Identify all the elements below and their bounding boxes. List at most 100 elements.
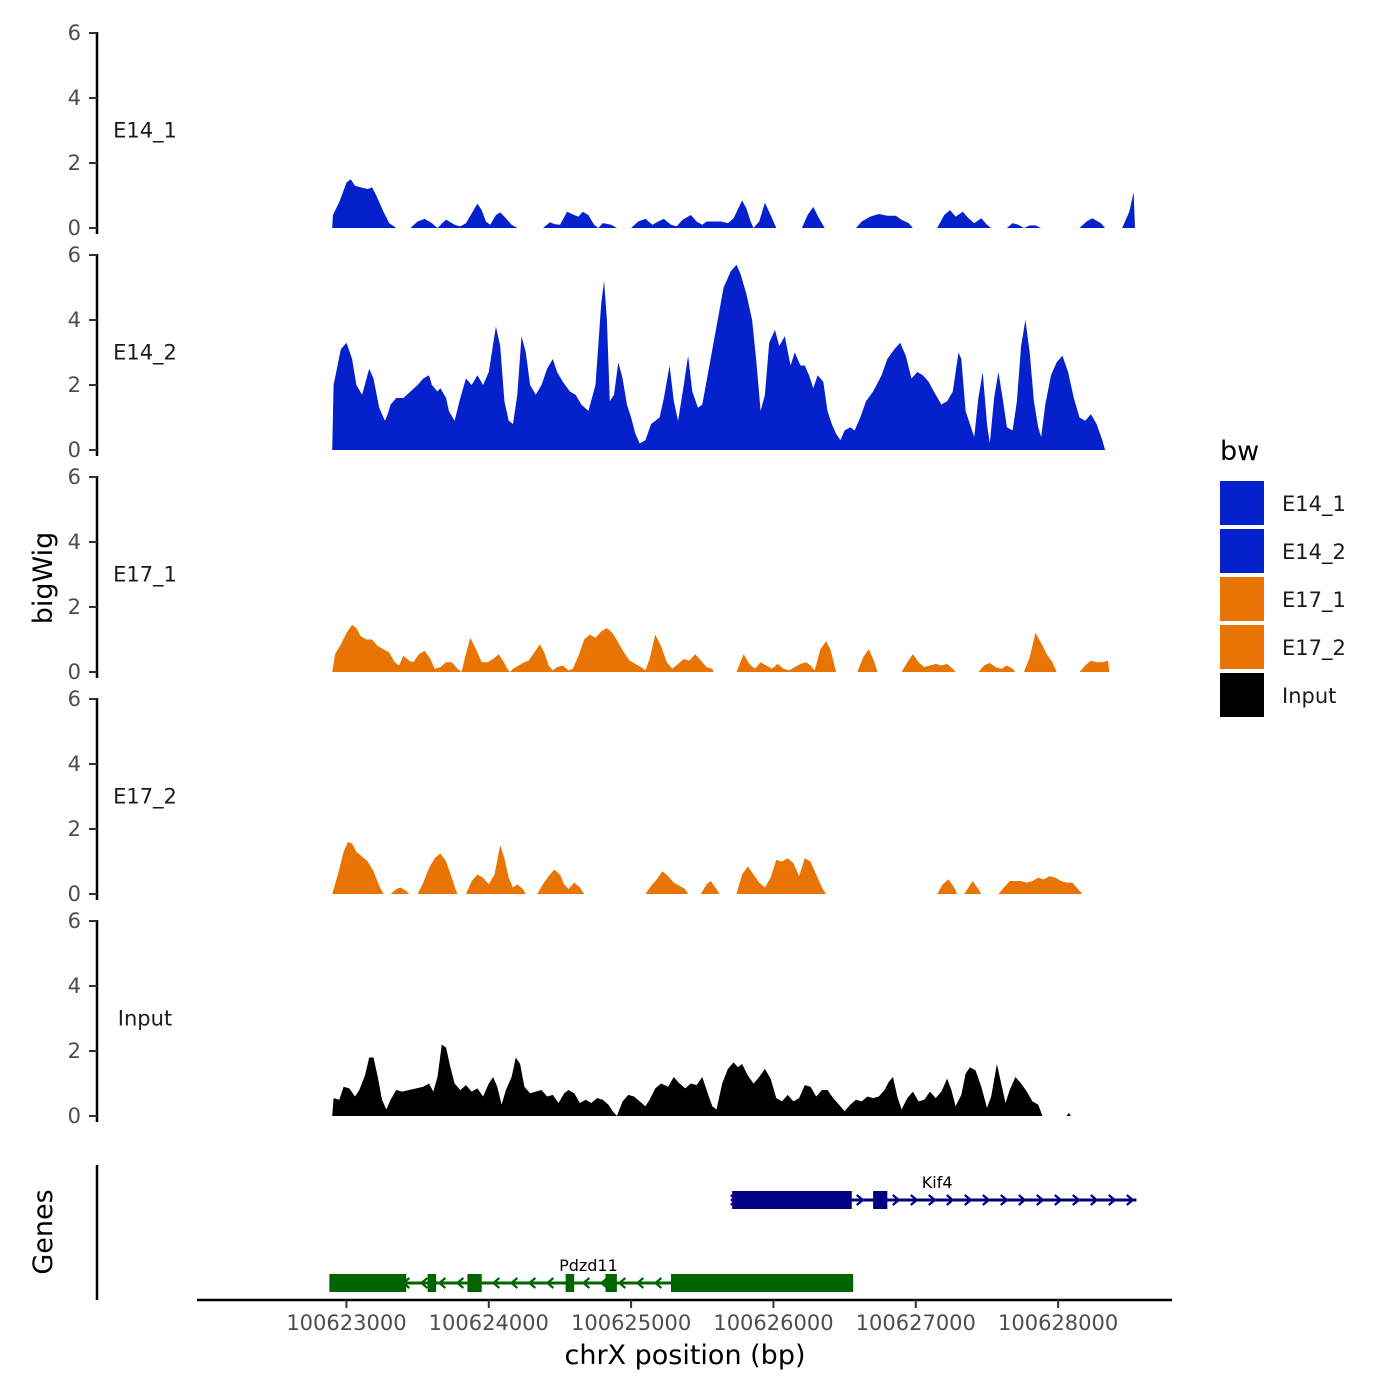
signal-area-e17_2 xyxy=(332,842,1083,894)
y-tick-label: 0 xyxy=(68,216,81,240)
track-input: 0 2 4 6 Input xyxy=(68,909,1071,1128)
legend-swatch xyxy=(1220,481,1264,525)
signal-area-e14_1 xyxy=(332,179,1135,228)
strand-arrow-icon xyxy=(1054,1194,1063,1206)
track-label: E17_2 xyxy=(113,785,177,810)
gene-exon xyxy=(427,1274,437,1292)
strand-arrow-icon xyxy=(419,1277,429,1289)
y-tick-label: 0 xyxy=(68,660,81,684)
y-tick-label: 6 xyxy=(68,687,81,711)
x-tick-label: 100623000 xyxy=(286,1311,406,1335)
track-label: E14_2 xyxy=(113,341,177,366)
y-tick-label: 0 xyxy=(68,438,81,462)
legend-label: E14_2 xyxy=(1282,540,1346,565)
strand-arrow-icon xyxy=(527,1277,537,1289)
gene-panel-title: Genes xyxy=(28,1189,59,1274)
track-label: Input xyxy=(118,1007,172,1031)
gene-label: Pdzd11 xyxy=(559,1256,618,1275)
gene-exon xyxy=(605,1274,617,1292)
y-tick-label: 4 xyxy=(68,86,81,110)
signal-tracks: 0 2 4 6 E14_1 0 2 4 6 E14_2 0 2 4 6 E17_1 0 2 4 6 E17_2 0 2 4 6… xyxy=(68,21,1135,1128)
x-tick-label: 100627000 xyxy=(856,1311,976,1335)
legend-swatch xyxy=(1220,673,1264,717)
strand-arrow-icon xyxy=(509,1277,519,1289)
gene-pdzd11: Pdzd11 xyxy=(329,1256,854,1292)
strand-arrow-icon xyxy=(599,1277,609,1289)
strand-arrow-icon xyxy=(910,1194,919,1206)
y-tick-label: 2 xyxy=(68,151,81,175)
strand-arrow-icon xyxy=(928,1194,937,1206)
gene-kif4: Kif4 xyxy=(730,1173,1137,1209)
x-tick-label: 100624000 xyxy=(429,1311,549,1335)
y-tick-label: 4 xyxy=(68,308,81,332)
legend-label: E14_1 xyxy=(1282,492,1346,517)
gene-label: Kif4 xyxy=(922,1173,953,1192)
legend-swatch xyxy=(1220,577,1264,621)
gene-exon xyxy=(467,1274,482,1292)
y-tick-label: 0 xyxy=(68,1104,81,1128)
legend-swatch xyxy=(1220,625,1264,669)
signal-area-input xyxy=(332,1044,1071,1116)
strand-arrow-icon xyxy=(1018,1194,1027,1206)
y-tick-label: 6 xyxy=(68,465,81,489)
gene-exon xyxy=(565,1274,575,1292)
gene-annotation-panel: Kif4 Pdzd11 xyxy=(329,1173,1137,1292)
legend-label: Input xyxy=(1282,684,1336,708)
strand-arrow-icon xyxy=(653,1277,663,1289)
legend-item-e17_2: E17_2 xyxy=(1220,625,1346,669)
strand-arrow-icon xyxy=(982,1194,991,1206)
strand-arrow-icon xyxy=(856,1194,865,1206)
x-axis-ticks: 100623000 100624000 100625000 100626000 1006… xyxy=(286,1300,1118,1335)
y-tick-label: 4 xyxy=(68,752,81,776)
y-tick-label: 0 xyxy=(68,882,81,906)
legend: bw E14_1 E14_2 E17_1 E17_2 Input xyxy=(1220,436,1346,717)
y-tick-label: 4 xyxy=(68,530,81,554)
gene-exon xyxy=(670,1274,854,1292)
track-e17_1: 0 2 4 6 E17_1 xyxy=(68,465,1110,684)
track-label: E14_1 xyxy=(113,119,177,144)
legend-label: E17_2 xyxy=(1282,636,1346,661)
gene-exon xyxy=(873,1191,888,1209)
strand-arrow-icon xyxy=(946,1194,955,1206)
legend-item-e14_1: E14_1 xyxy=(1220,481,1346,525)
y-tick-label: 6 xyxy=(68,909,81,933)
legend-swatch xyxy=(1220,529,1264,573)
strand-arrow-icon xyxy=(437,1277,447,1289)
legend-title: bw xyxy=(1220,436,1259,467)
strand-arrow-icon xyxy=(1108,1194,1117,1206)
y-tick-label: 2 xyxy=(68,595,81,619)
signal-area-e17_1 xyxy=(332,624,1110,672)
track-label: E17_1 xyxy=(113,563,177,588)
x-axis-title: chrX position (bp) xyxy=(564,1340,805,1371)
strand-arrow-icon xyxy=(1090,1194,1099,1206)
strand-arrow-icon xyxy=(581,1277,591,1289)
strand-arrow-icon xyxy=(617,1277,627,1289)
strand-arrow-icon xyxy=(1036,1194,1045,1206)
x-tick-label: 100625000 xyxy=(571,1311,691,1335)
y-tick-label: 6 xyxy=(68,21,81,45)
strand-arrow-icon xyxy=(635,1277,645,1289)
track-e14_1: 0 2 4 6 E14_1 xyxy=(68,21,1135,240)
y-tick-label: 2 xyxy=(68,1039,81,1063)
strand-arrow-icon xyxy=(892,1194,901,1206)
x-tick-label: 100628000 xyxy=(998,1311,1118,1335)
gene-exon xyxy=(329,1274,407,1292)
strand-arrow-icon xyxy=(1072,1194,1081,1206)
strand-arrow-icon xyxy=(545,1277,555,1289)
gene-exon xyxy=(732,1191,852,1209)
y-tick-label: 2 xyxy=(68,373,81,397)
strand-arrow-icon xyxy=(455,1277,465,1289)
strand-arrow-icon xyxy=(491,1277,501,1289)
strand-arrow-icon xyxy=(1000,1194,1009,1206)
signal-area-e14_2 xyxy=(332,264,1106,450)
strand-arrow-icon xyxy=(964,1194,973,1206)
track-e14_2: 0 2 4 6 E14_2 xyxy=(68,243,1106,462)
y-tick-label: 2 xyxy=(68,817,81,841)
track-e17_2: 0 2 4 6 E17_2 xyxy=(68,687,1083,906)
legend-item-e14_2: E14_2 xyxy=(1220,529,1346,573)
legend-item-input: Input xyxy=(1220,673,1336,717)
strand-arrow-icon xyxy=(1126,1194,1135,1206)
y-axis-title: bigWig xyxy=(28,532,59,625)
legend-item-e17_1: E17_1 xyxy=(1220,577,1346,621)
